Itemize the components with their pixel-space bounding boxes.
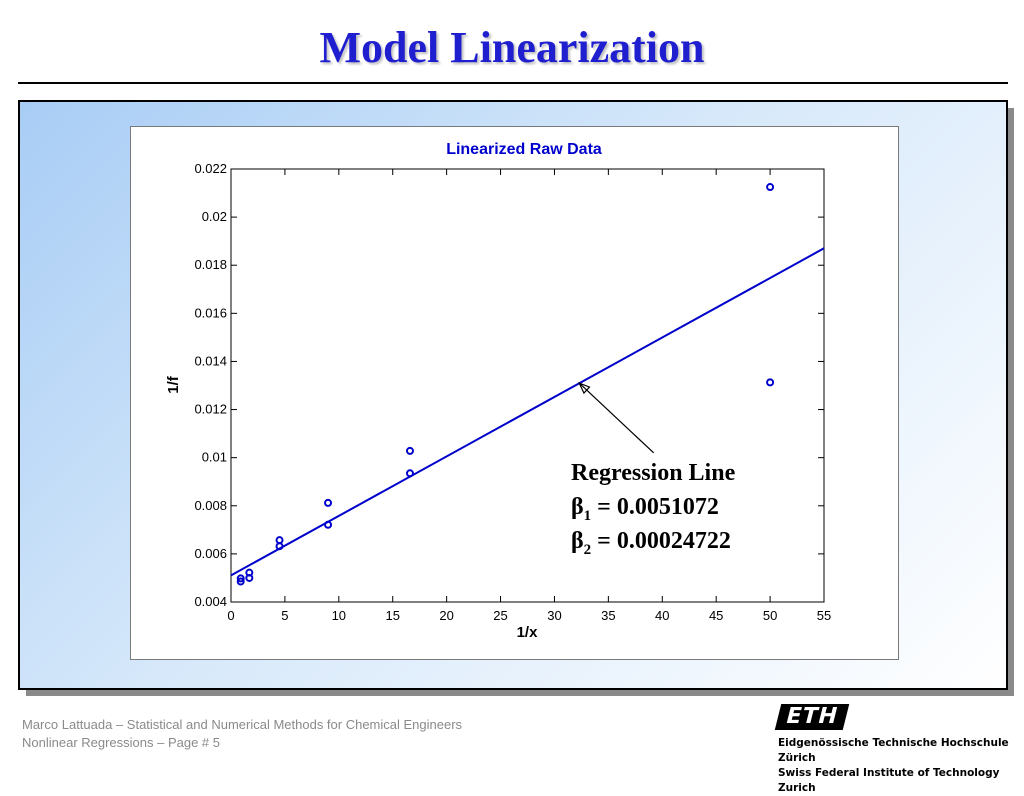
regression-label: Regression Line <box>571 460 736 486</box>
data-point <box>405 446 414 455</box>
beta2-subscript: 2 <box>584 542 592 558</box>
beta2-symbol: β <box>571 528 584 554</box>
data-point <box>236 577 245 586</box>
y-tick-label: 0.008 <box>194 498 227 513</box>
data-point <box>236 574 245 583</box>
data-points <box>236 183 775 586</box>
data-point <box>275 536 284 545</box>
eth-logo: ETH <box>774 704 850 730</box>
y-tick-label: 0.02 <box>202 209 227 224</box>
plot-panel: Linearized Raw Data 0 5 10 15 20 25 30 35 40 45 50… <box>130 126 899 660</box>
x-axis-label: 1/x <box>517 624 539 641</box>
beta1-symbol: β <box>571 494 584 520</box>
y-axis-label: 1/f <box>165 375 182 394</box>
x-tick-label: 15 <box>385 608 399 623</box>
beta1-subscript: 1 <box>584 508 592 524</box>
eth-institution-name: Eidgenössische Technische Hochschule Zür… <box>778 736 1024 796</box>
chart-title: Linearized Raw Data <box>446 141 602 158</box>
plot-area-box <box>230 168 825 603</box>
axis-ticks <box>230 168 825 603</box>
institution-name-german: Eidgenössische Technische Hochschule Zür… <box>778 737 1009 764</box>
beta2-text: β2 = 0.00024722 <box>571 528 731 558</box>
data-point <box>766 378 775 387</box>
data-point <box>405 469 414 478</box>
regression-arrowhead <box>578 381 591 395</box>
x-tick-label: 35 <box>601 608 615 623</box>
x-tick-label: 30 <box>547 608 561 623</box>
x-tick-label: 0 <box>227 608 234 623</box>
beta1-value: = 0.0051072 <box>591 494 719 520</box>
beta1-text: β1 = 0.0051072 <box>571 494 719 524</box>
institution-name-english: Swiss Federal Institute of Technology Zu… <box>778 767 1000 794</box>
x-tick-label: 10 <box>332 608 346 623</box>
y-tick-label: 0.016 <box>194 305 227 320</box>
footer-author-course: Marco Lattuada – Statistical and Numeric… <box>22 717 463 732</box>
y-tick-label: 0.004 <box>194 594 227 609</box>
x-tick-label: 5 <box>281 608 288 623</box>
x-tick-label: 40 <box>655 608 669 623</box>
beta2-value: = 0.00024722 <box>591 528 731 554</box>
data-point <box>766 183 775 192</box>
x-tick-label: 55 <box>817 608 831 623</box>
x-tick-label: 45 <box>709 608 723 623</box>
data-point <box>245 568 254 577</box>
y-tick-label: 0.012 <box>194 402 227 417</box>
y-tick-label: 0.006 <box>194 546 227 561</box>
regression-line <box>230 247 825 577</box>
axis-tick-labels: 0 5 10 15 20 25 30 35 40 45 50 55 0.004 0.006 0.008 0.0… <box>194 161 831 623</box>
linearized-chart: Linearized Raw Data 0 5 10 15 20 25 30 35 40 45 50… <box>165 141 831 641</box>
data-point <box>324 520 333 529</box>
y-tick-label: 0.018 <box>194 257 227 272</box>
x-tick-label: 25 <box>493 608 507 623</box>
regression-arrow <box>578 382 655 454</box>
data-point <box>324 498 333 507</box>
title-divider <box>18 82 1008 84</box>
footer: Marco Lattuada – Statistical and Numeric… <box>22 716 462 752</box>
footer-page-number: Nonlinear Regressions – Page # 5 <box>22 735 221 750</box>
slide-title: Model Linearization <box>319 23 705 72</box>
y-tick-label: 0.01 <box>202 450 227 465</box>
x-tick-label: 50 <box>763 608 777 623</box>
x-tick-label: 20 <box>439 608 453 623</box>
y-tick-label: 0.022 <box>194 161 227 176</box>
y-tick-label: 0.014 <box>194 353 227 368</box>
